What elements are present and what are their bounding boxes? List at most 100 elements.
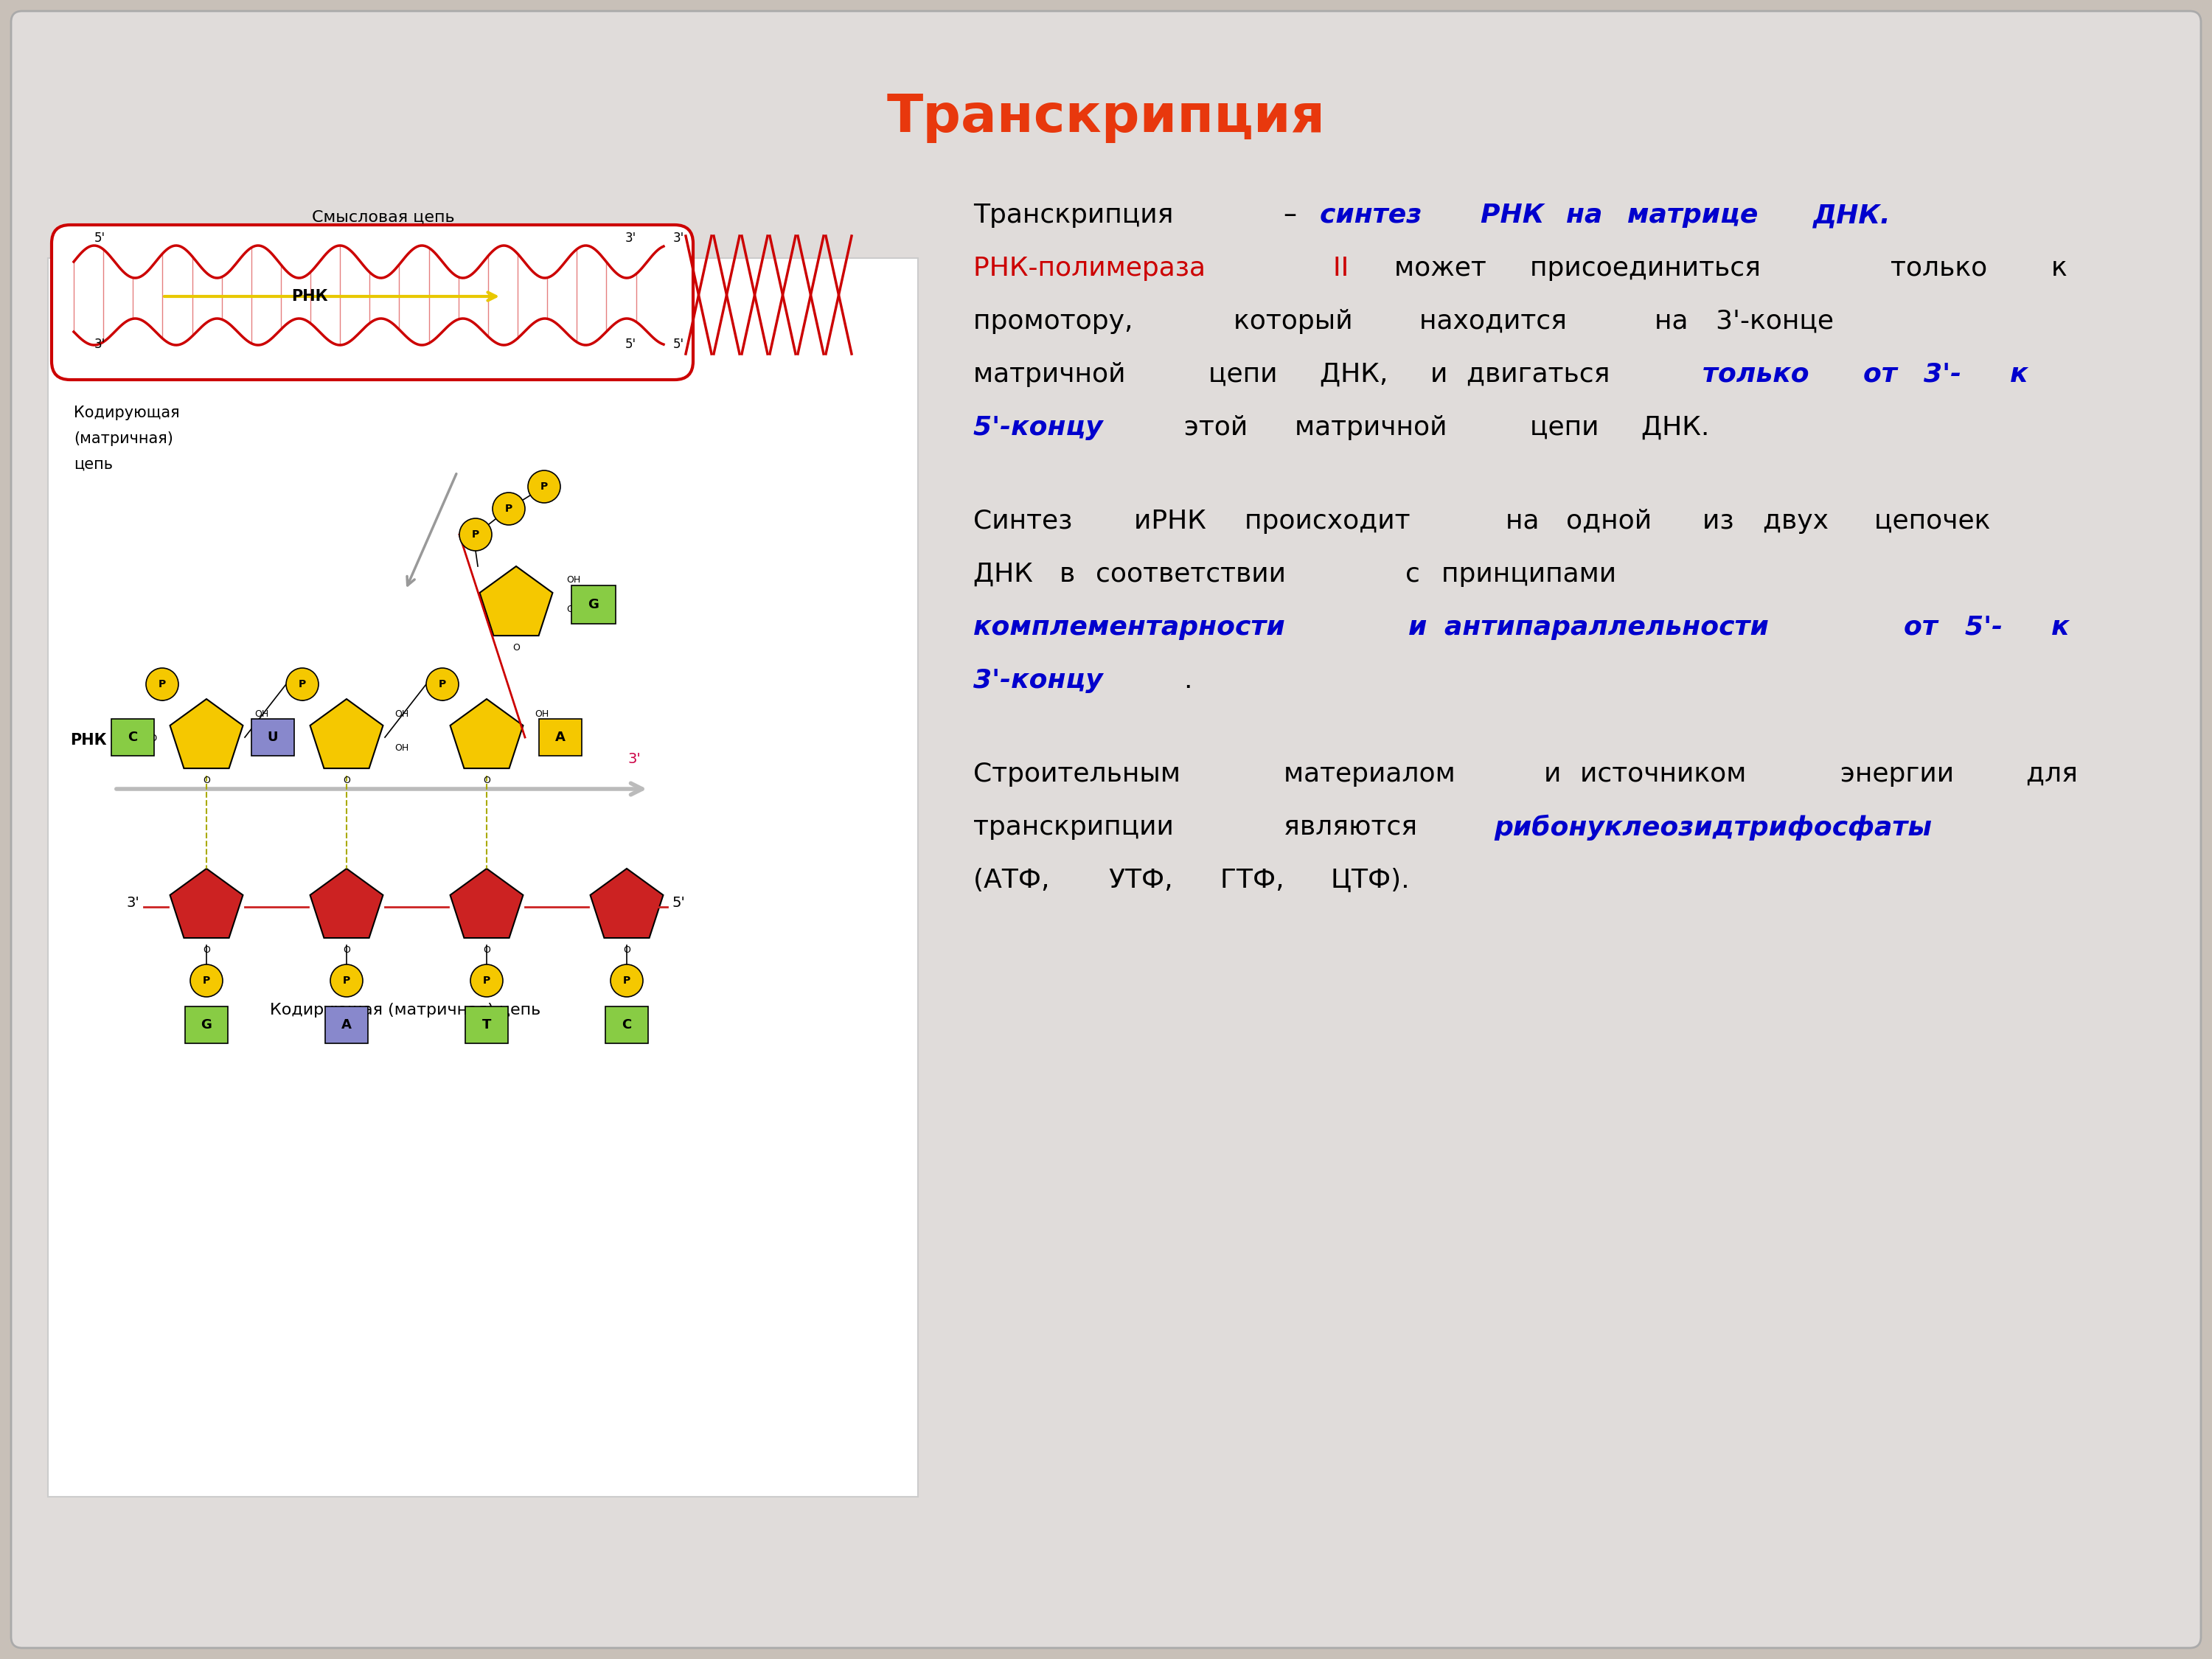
- Polygon shape: [310, 869, 383, 937]
- Text: из: из: [1703, 509, 1743, 534]
- Text: .: .: [1183, 669, 1201, 693]
- Text: от: от: [1905, 615, 1947, 640]
- Text: 5': 5': [672, 896, 686, 909]
- Text: 5': 5': [624, 338, 637, 352]
- Text: транскрипции: транскрипции: [973, 815, 1181, 839]
- FancyArrowPatch shape: [117, 783, 641, 795]
- Text: двигаться: двигаться: [1467, 362, 1619, 387]
- FancyBboxPatch shape: [186, 1007, 228, 1044]
- FancyBboxPatch shape: [252, 718, 294, 757]
- Text: источником: источником: [1579, 761, 1754, 786]
- Text: цепи: цепи: [1531, 415, 1608, 440]
- FancyBboxPatch shape: [11, 12, 2201, 1647]
- Text: 5': 5': [672, 338, 684, 352]
- Text: P: P: [624, 975, 630, 985]
- Text: к: к: [2051, 615, 2079, 640]
- Circle shape: [471, 964, 502, 997]
- Text: O: O: [482, 946, 491, 956]
- Text: 3': 3': [628, 752, 641, 766]
- Text: C: C: [128, 730, 137, 743]
- Text: (матричная): (матричная): [73, 431, 173, 446]
- Text: иРНК: иРНК: [1135, 509, 1214, 534]
- Text: 3'-концу: 3'-концу: [973, 669, 1113, 693]
- Text: на: на: [1655, 309, 1697, 333]
- Text: 3': 3': [93, 338, 106, 352]
- Text: P: P: [204, 975, 210, 985]
- Text: матрице: матрице: [1628, 202, 1767, 227]
- Text: принципами: принципами: [1442, 562, 1626, 587]
- Text: к: к: [2051, 255, 2075, 280]
- Text: присоединиться: присоединиться: [1531, 255, 1770, 280]
- Polygon shape: [310, 698, 383, 768]
- Text: для: для: [2026, 761, 2086, 786]
- Text: II: II: [1334, 255, 1358, 280]
- Text: P: P: [504, 504, 513, 514]
- Text: на: на: [1506, 509, 1548, 534]
- Text: 5': 5': [93, 232, 106, 246]
- Text: и: и: [1409, 615, 1436, 640]
- Text: УТФ,: УТФ,: [1108, 868, 1181, 893]
- FancyBboxPatch shape: [465, 1007, 509, 1044]
- Circle shape: [427, 669, 458, 700]
- Text: ДНК.: ДНК.: [1641, 415, 1719, 440]
- Text: Строительным: Строительным: [973, 761, 1190, 786]
- Text: G: G: [588, 597, 599, 611]
- Text: может: может: [1394, 255, 1495, 280]
- Text: двух: двух: [1763, 509, 1838, 534]
- Text: только: только: [1703, 362, 1818, 387]
- Text: U: U: [268, 730, 279, 743]
- Circle shape: [285, 669, 319, 700]
- FancyBboxPatch shape: [51, 226, 692, 380]
- Text: OH: OH: [566, 576, 580, 584]
- Text: 5'-: 5'-: [1964, 615, 2013, 640]
- Text: P: P: [343, 975, 349, 985]
- Text: (АТФ,: (АТФ,: [973, 868, 1057, 893]
- Text: O: O: [513, 644, 520, 652]
- Circle shape: [330, 964, 363, 997]
- Text: A: A: [555, 730, 566, 743]
- Text: P: P: [159, 679, 166, 690]
- Text: РНК-полимераза: РНК-полимераза: [973, 255, 1214, 280]
- Polygon shape: [451, 698, 522, 768]
- Text: P: P: [540, 481, 549, 491]
- Text: OH: OH: [394, 710, 409, 718]
- Text: антипараллельности: антипараллельности: [1444, 615, 1778, 640]
- Text: O: O: [204, 776, 210, 785]
- Polygon shape: [480, 566, 553, 635]
- Text: Кодирующая: Кодирующая: [73, 405, 179, 420]
- Text: G: G: [201, 1019, 212, 1032]
- Text: с: с: [1405, 562, 1429, 587]
- Text: от: от: [1863, 362, 1907, 387]
- Text: и: и: [1431, 362, 1455, 387]
- Text: промотору,: промотору,: [973, 309, 1141, 333]
- Text: цепь: цепь: [73, 458, 113, 471]
- Text: O: O: [343, 776, 349, 785]
- Text: –: –: [1283, 202, 1305, 227]
- Text: этой: этой: [1183, 415, 1256, 440]
- FancyBboxPatch shape: [111, 718, 155, 757]
- Text: в: в: [1060, 562, 1084, 587]
- Circle shape: [190, 964, 223, 997]
- Text: OH: OH: [535, 710, 549, 718]
- Text: OH: OH: [566, 604, 580, 614]
- Text: OH: OH: [254, 710, 268, 718]
- Text: РНК: РНК: [71, 733, 106, 748]
- Text: T: T: [482, 1019, 491, 1032]
- FancyBboxPatch shape: [571, 586, 615, 624]
- Text: Кодирующая (матричная) цепь: Кодирующая (матричная) цепь: [270, 1002, 542, 1017]
- Text: ДНК,: ДНК,: [1321, 362, 1396, 387]
- Text: P: P: [438, 679, 447, 690]
- Circle shape: [460, 518, 491, 551]
- Text: цепи: цепи: [1208, 362, 1285, 387]
- Text: на: на: [1566, 202, 1613, 227]
- Text: OH: OH: [254, 743, 268, 753]
- Text: Синтез: Синтез: [973, 509, 1082, 534]
- Text: ДНК.: ДНК.: [1814, 202, 1900, 227]
- Text: синтез: синтез: [1321, 202, 1431, 227]
- Text: только: только: [1891, 255, 1995, 280]
- Text: OH: OH: [394, 743, 409, 753]
- Text: O: O: [624, 946, 630, 956]
- Text: одной: одной: [1566, 509, 1661, 534]
- Text: C: C: [622, 1019, 633, 1032]
- Polygon shape: [451, 869, 522, 937]
